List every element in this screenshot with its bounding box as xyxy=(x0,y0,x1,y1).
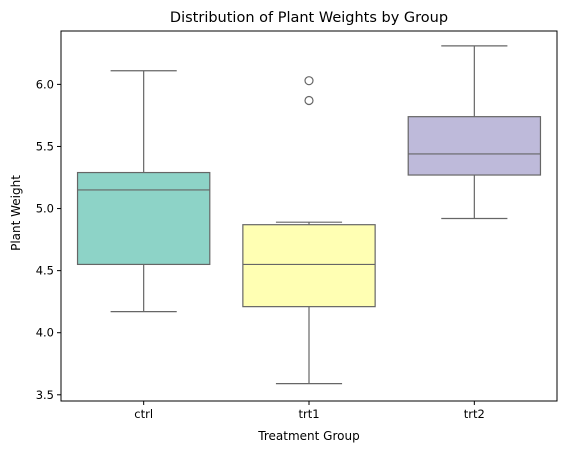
box-trt1 xyxy=(242,76,376,385)
iqr-box xyxy=(407,116,542,176)
y-tick-label: 5.5 xyxy=(36,139,54,153)
x-tick-label: trt2 xyxy=(464,407,485,421)
x-axis-label: Treatment Group xyxy=(257,429,359,443)
box-trt2 xyxy=(407,45,542,220)
chart-title: Distribution of Plant Weights by Group xyxy=(170,10,448,26)
y-tick-label: 3.5 xyxy=(36,388,54,402)
x-tick-label: ctrl xyxy=(134,407,153,421)
y-tick-label: 6.0 xyxy=(36,77,54,91)
y-tick-label: 4.5 xyxy=(36,264,54,278)
outlier-point xyxy=(304,95,314,106)
iqr-box xyxy=(76,171,211,266)
x-tick-label: trt1 xyxy=(298,407,319,421)
box-ctrl xyxy=(76,70,211,313)
y-tick-label: 4.0 xyxy=(36,326,54,340)
plot-area xyxy=(76,45,542,385)
y-axis-label: Plant Weight xyxy=(9,175,23,251)
y-tick-label: 5.0 xyxy=(36,202,54,216)
outlier-point xyxy=(304,76,314,86)
iqr-box xyxy=(242,224,376,308)
